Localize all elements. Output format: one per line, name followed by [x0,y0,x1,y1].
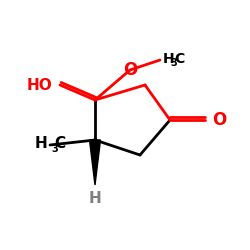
Text: H: H [88,191,102,206]
Text: C: C [54,136,66,151]
Text: O: O [212,111,227,129]
Text: 3: 3 [170,58,177,68]
Polygon shape [90,140,101,185]
Text: H: H [35,136,48,151]
Text: 3: 3 [51,144,58,154]
Text: H: H [162,52,174,66]
Text: O: O [123,61,137,79]
Text: HO: HO [27,78,52,92]
Text: C: C [174,52,184,66]
